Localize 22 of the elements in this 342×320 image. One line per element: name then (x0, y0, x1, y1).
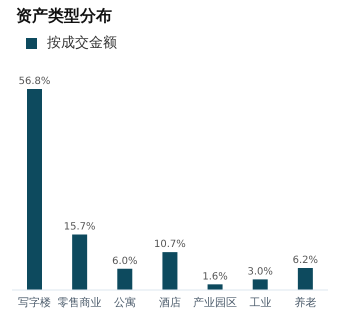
bar (298, 268, 313, 290)
bar (27, 89, 42, 290)
data-label: 15.7% (64, 221, 96, 232)
data-label: 6.0% (112, 256, 138, 267)
data-label: 1.6% (202, 271, 228, 282)
x-tick-label: 写字楼 (18, 296, 52, 309)
legend-label: 按成交金额 (47, 34, 117, 52)
x-tick-label: 零售商业 (58, 296, 102, 309)
bar (252, 279, 268, 290)
bar (72, 234, 88, 290)
x-tick-label: 养老 (294, 296, 316, 309)
data-label: 56.8% (18, 76, 50, 87)
data-label: 10.7% (154, 239, 186, 250)
chart-title: 资产类型分布 (16, 6, 112, 27)
data-label: 6.2% (292, 255, 318, 266)
bar (117, 268, 132, 290)
data-label: 3.0% (248, 266, 273, 278)
x-tick-label: 工业 (249, 296, 272, 309)
x-tick-label: 酒店 (159, 296, 181, 309)
x-tick-label: 产业园区 (193, 296, 238, 309)
bar (162, 252, 178, 290)
x-tick-label: 公寓 (114, 296, 136, 309)
